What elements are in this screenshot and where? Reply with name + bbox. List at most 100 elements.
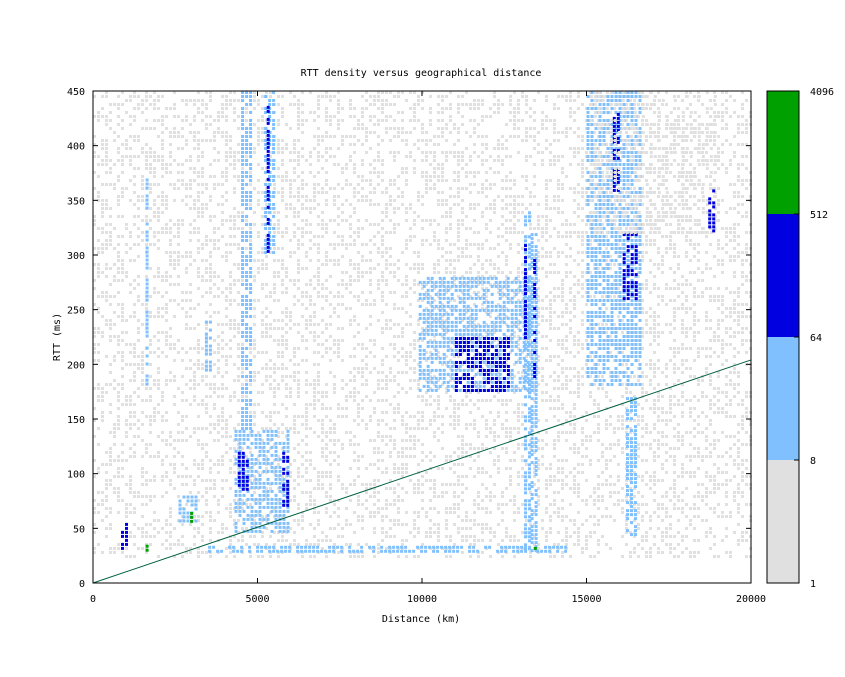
density-cell xyxy=(109,551,112,554)
density-cell xyxy=(117,499,120,502)
density-cell xyxy=(553,311,556,314)
density-cell xyxy=(433,531,436,534)
density-cell xyxy=(173,315,176,318)
density-cell xyxy=(529,555,532,558)
density-cell xyxy=(565,175,568,178)
density-cell xyxy=(553,199,556,202)
density-cell xyxy=(525,175,528,178)
density-cell xyxy=(221,375,224,378)
density-cell xyxy=(453,507,456,510)
density-cell xyxy=(545,539,548,542)
density-cell xyxy=(401,439,404,442)
density-cell xyxy=(325,115,328,118)
density-cell xyxy=(361,483,364,486)
density-cell xyxy=(173,103,176,106)
density-cell xyxy=(337,259,340,262)
density-cell xyxy=(117,547,120,550)
density-cell xyxy=(389,451,392,454)
density-cell xyxy=(361,259,364,262)
density-cell xyxy=(345,179,348,182)
density-cell xyxy=(317,235,320,238)
density-cell xyxy=(429,351,432,354)
density-cell xyxy=(437,319,440,322)
density-cell xyxy=(397,523,400,526)
density-cell xyxy=(253,543,256,546)
density-cell xyxy=(301,475,304,478)
density-cell xyxy=(157,247,160,250)
density-cell xyxy=(445,239,448,242)
density-cell xyxy=(177,283,180,286)
density-cell xyxy=(437,467,440,470)
density-cell xyxy=(401,471,404,474)
density-cell xyxy=(309,451,312,454)
density-cell xyxy=(473,535,476,538)
density-cell xyxy=(385,443,388,446)
density-cell xyxy=(565,387,568,390)
density-cell xyxy=(361,303,364,306)
density-cell xyxy=(329,371,332,374)
density-cell xyxy=(101,335,104,338)
density-cell xyxy=(197,323,200,326)
density-cell xyxy=(325,435,328,438)
density-cell xyxy=(201,399,204,402)
density-cell xyxy=(321,343,324,346)
density-cell xyxy=(425,331,428,334)
density-cell xyxy=(269,367,272,370)
density-cell xyxy=(389,479,392,482)
density-cell xyxy=(553,287,556,290)
density-cell xyxy=(161,463,164,466)
density-cell xyxy=(477,171,480,174)
density-cell xyxy=(437,95,440,98)
density-cell xyxy=(149,423,152,426)
density-cell xyxy=(357,555,360,558)
density-cell xyxy=(225,251,228,254)
density-cell xyxy=(493,331,496,334)
density-cell xyxy=(125,423,128,426)
density-cell xyxy=(197,275,200,278)
density-cell xyxy=(229,163,232,166)
density-cell xyxy=(445,363,448,366)
density-cell xyxy=(385,263,388,266)
density-cell xyxy=(509,467,512,470)
density-cell xyxy=(185,115,188,118)
density-cell xyxy=(333,219,336,222)
density-cell xyxy=(321,407,324,410)
density-cell xyxy=(493,95,496,98)
density-cell xyxy=(457,195,460,198)
density-cell xyxy=(405,131,408,134)
density-cell xyxy=(445,355,448,358)
density-cell xyxy=(405,427,408,430)
density-cell xyxy=(141,483,144,486)
density-cell xyxy=(281,191,284,194)
density-cell xyxy=(433,319,436,322)
density-cell xyxy=(201,463,204,466)
density-cell xyxy=(133,391,136,394)
density-cell xyxy=(253,95,256,98)
density-cell xyxy=(237,211,240,214)
density-cell xyxy=(113,139,116,142)
density-cell xyxy=(249,171,252,174)
density-cell xyxy=(365,383,368,386)
density-cell xyxy=(481,483,484,486)
density-cell xyxy=(429,375,432,378)
density-cell xyxy=(149,543,152,546)
density-cell xyxy=(333,431,336,434)
density-cell xyxy=(341,219,344,222)
density-cell xyxy=(97,275,100,278)
density-cell xyxy=(173,223,176,226)
density-cell xyxy=(449,539,452,542)
density-cell xyxy=(277,319,280,322)
density-cell xyxy=(417,511,420,514)
density-cell xyxy=(217,531,220,534)
density-cell xyxy=(389,219,392,222)
density-cell xyxy=(353,127,356,130)
density-cell xyxy=(165,231,168,234)
density-cell xyxy=(185,267,188,270)
density-cell xyxy=(377,223,380,226)
density-cell xyxy=(449,467,452,470)
density-cell xyxy=(317,475,320,478)
density-cell xyxy=(269,383,272,386)
density-cell xyxy=(101,419,104,422)
density-cell xyxy=(141,515,144,518)
density-cell xyxy=(489,167,492,170)
